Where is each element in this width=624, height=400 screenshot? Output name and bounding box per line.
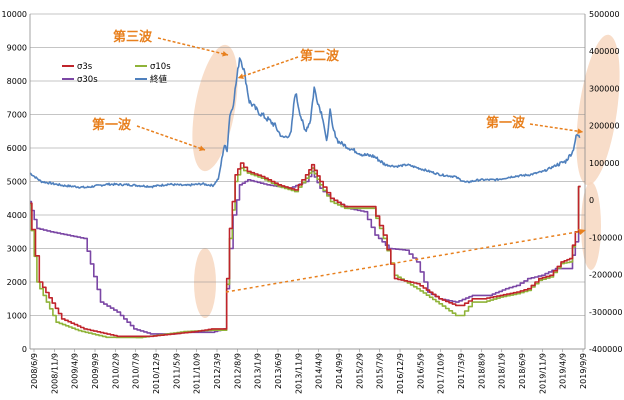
y-right-tick-label: -200000	[589, 271, 622, 280]
series-line-1	[30, 162, 581, 338]
annotation-peak-2: 第二波	[300, 48, 340, 64]
y-left-tick-label: 10000	[2, 10, 27, 19]
x-tick-label: 2019/4/9	[559, 353, 568, 389]
y-left-tick-label: 6000	[7, 144, 27, 153]
y-right-tick-label: -100000	[589, 233, 622, 242]
y-left-tick-label: 4000	[7, 211, 27, 220]
highlight-ellipses	[192, 34, 620, 318]
y-left-tick-label: 5000	[7, 178, 27, 187]
annotation-arrow	[136, 125, 206, 151]
x-tick-label: 2012/3/9	[213, 353, 222, 389]
x-tick-label: 2019/9/9	[579, 353, 588, 389]
x-tick-label: 2016/12/9	[396, 353, 405, 394]
x-tick-label: 2009/4/9	[71, 353, 80, 389]
x-tick-label: 2019/11/9	[538, 353, 547, 394]
x-tick-label: 2015/2/9	[355, 353, 364, 389]
series-layer	[29, 57, 581, 339]
x-tick-label: 2017/3/9	[457, 353, 466, 389]
y-left-tick-label: 2000	[7, 278, 27, 287]
legend-label: 終値	[150, 74, 168, 85]
y-left-tick-label: 7000	[7, 111, 27, 120]
legend-label: σ30s	[77, 75, 98, 85]
y-right-tick-label: 300000	[589, 84, 620, 93]
x-tick-label: 2014/4/9	[315, 353, 324, 389]
y-left-tick-label: 3000	[7, 245, 27, 254]
x-tick-label: 2010/12/9	[152, 353, 161, 394]
x-tick-label: 2013/6/9	[274, 353, 283, 389]
highlight-peak-1-left	[192, 44, 238, 172]
annotation-arrow	[237, 56, 299, 79]
annotation-arrow	[157, 37, 229, 56]
legend-label: σ3s	[77, 62, 93, 72]
x-tick-label: 2014/9/9	[335, 353, 344, 389]
x-tick-label: 2008/6/9	[30, 353, 39, 389]
x-tick-label: 2017/10/9	[437, 353, 446, 394]
highlight-peak-1-right	[576, 34, 620, 186]
y-right-tick-label: -300000	[589, 308, 622, 317]
y-right-tick-labels: -400000 -300000 -200000 -100000 0 100000 20000…	[589, 10, 622, 354]
x-tick-label: 2016/5/9	[416, 353, 425, 389]
y-right-tick-label: 0	[589, 196, 594, 205]
x-tick-labels: 2008/6/9 2008/11/9 2009/4/9 2009/9/9 2010/2/…	[30, 349, 588, 394]
y-right-tick-label: 400000	[589, 47, 620, 56]
legend: σ3s σ10s σ30s 終値	[62, 62, 171, 85]
trough-connector	[225, 230, 584, 293]
annotation-arrowhead	[577, 128, 583, 135]
highlight-trough-left	[194, 248, 216, 318]
y-right-tick-label: 100000	[589, 159, 620, 168]
annotation-peak-3: 第三波	[113, 29, 153, 45]
x-tick-label: 2018/8/9	[477, 353, 486, 389]
x-tick-label: 2018/1/9	[498, 353, 507, 389]
y-right-tick-label: -400000	[589, 345, 622, 354]
x-tick-label: 2010/7/9	[132, 353, 141, 389]
y-left-tick-label: 8000	[7, 77, 27, 86]
annotation-peak-1-right: 第一波	[486, 115, 526, 131]
y-left-tick-label: 0	[22, 345, 27, 354]
x-tick-label: 2009/9/9	[91, 353, 100, 389]
y-right-tick-label: 200000	[589, 122, 620, 131]
x-tick-label: 2011/10/9	[193, 353, 202, 394]
x-tick-label: 2010/2/9	[111, 353, 120, 389]
annotation-arrowhead	[199, 145, 205, 151]
annotation-arrowhead	[238, 73, 244, 79]
annotation-arrow	[529, 123, 584, 133]
x-tick-label: 2012/8/9	[233, 353, 242, 389]
trough-connector-arrowhead	[578, 229, 586, 235]
y-left-tick-label: 1000	[7, 312, 27, 321]
annotation-arrowhead	[222, 50, 228, 57]
y-left-tick-labels: 0 1000 2000 3000 4000 5000 6000 7000 8000 9000 100…	[2, 10, 27, 354]
series-line-4	[29, 57, 581, 189]
y-left-tick-label: 9000	[7, 44, 27, 53]
x-tick-label: 2018/6/9	[518, 353, 527, 389]
x-tick-label: 2013/11/9	[294, 353, 303, 394]
x-tick-label: 2015/7/9	[376, 353, 385, 389]
axes	[29, 14, 586, 350]
y-right-tick-label: 500000	[589, 10, 620, 19]
x-tick-label: 2008/11/9	[50, 353, 59, 394]
annotation-peak-1-left: 第一波	[92, 117, 132, 133]
series-line-2	[30, 167, 581, 339]
x-tick-label: 2011/5/9	[172, 353, 181, 389]
legend-label: σ10s	[150, 62, 171, 72]
highlight-trough-right	[581, 182, 601, 270]
x-tick-label: 2013/1/9	[254, 353, 263, 389]
